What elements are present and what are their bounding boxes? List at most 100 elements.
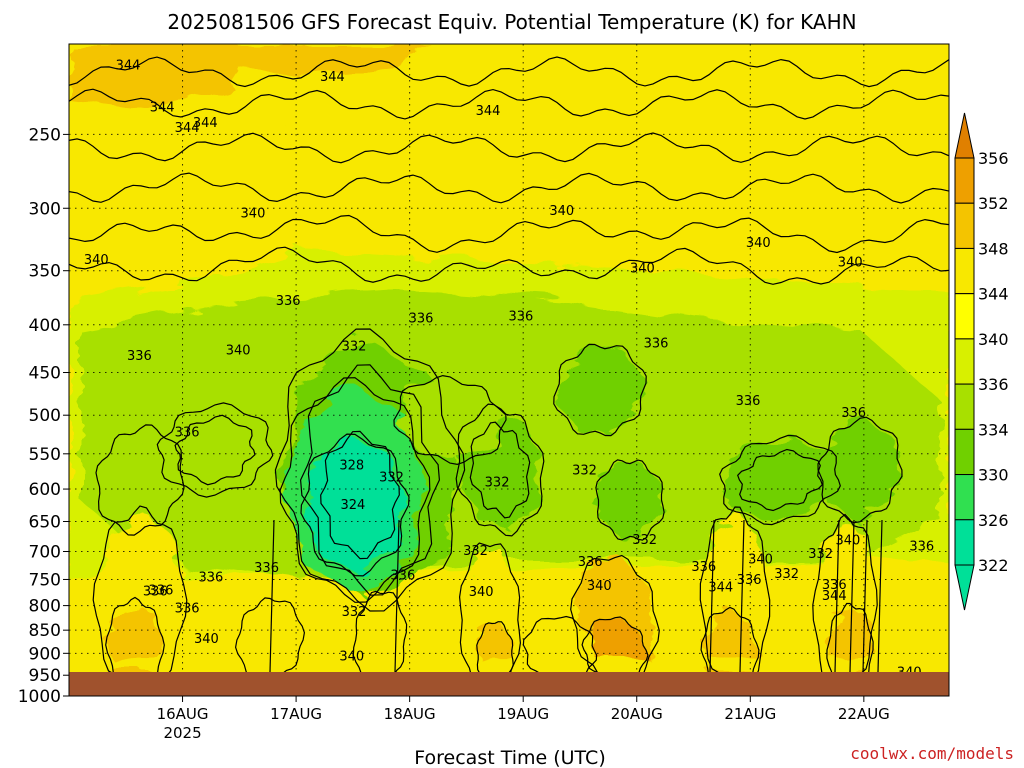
contour-label: 336	[822, 578, 847, 593]
contour-label: 328	[339, 458, 364, 473]
contour-label: 336	[736, 394, 761, 409]
contour-label: 336	[691, 560, 716, 575]
svg-text:344: 344	[708, 580, 733, 595]
svg-text:332: 332	[774, 567, 799, 582]
svg-text:340: 340	[226, 343, 251, 358]
colorbar-label: 326	[978, 511, 1009, 530]
contour-label: 340	[84, 253, 109, 268]
contour-label: 336	[390, 569, 415, 584]
y-tick-label: 500	[29, 406, 61, 426]
svg-text:336: 336	[276, 294, 301, 309]
colorbar-swatch	[954, 157, 975, 204]
svg-text:344: 344	[822, 589, 847, 604]
svg-text:340: 340	[746, 236, 771, 251]
svg-text:324: 324	[340, 498, 365, 513]
svg-text:332: 332	[572, 463, 597, 478]
chart-title: 2025081506 GFS Forecast Equiv. Potential…	[167, 10, 856, 34]
x-tick-label: 19AUG	[497, 705, 549, 723]
svg-text:336: 336	[390, 569, 415, 584]
svg-text:340: 340	[587, 579, 612, 594]
colorbar-label: 348	[978, 239, 1009, 258]
svg-text:336: 336	[691, 560, 716, 575]
contour-label: 340	[194, 632, 219, 647]
svg-text:336: 336	[822, 578, 847, 593]
svg-text:340: 340	[84, 253, 109, 268]
svg-text:344: 344	[193, 116, 218, 131]
colorbar-top-arrow	[954, 112, 975, 159]
y-tick-label: 550	[29, 445, 61, 465]
y-tick-label: 900	[29, 644, 61, 664]
y-tick-label: 1000	[18, 687, 61, 707]
contour-label: 336	[175, 426, 200, 441]
x-tick-label: 21AUG	[724, 705, 776, 723]
contour-label: 344	[708, 580, 733, 595]
contour-label: 336	[909, 539, 934, 554]
svg-text:340: 340	[469, 585, 494, 600]
svg-text:344: 344	[320, 70, 345, 85]
svg-text:336: 336	[578, 555, 603, 570]
colorbar-swatch	[954, 474, 975, 521]
credit-text: coolwx.com/models	[850, 744, 1014, 763]
svg-text:336: 336	[175, 602, 200, 617]
contour-label: 336	[409, 312, 434, 327]
x-tick-label: 22AUG	[838, 705, 890, 723]
colorbar-swatch	[954, 383, 975, 430]
svg-text:336: 336	[736, 394, 761, 409]
contour-label: 332	[379, 470, 404, 485]
contour-label: 340	[748, 553, 773, 568]
contour-label: 344	[116, 59, 141, 74]
contour-label: 336	[841, 406, 866, 421]
y-tick-label: 950	[29, 666, 61, 686]
x-tick-label: 16AUG	[157, 705, 209, 723]
svg-text:336: 336	[409, 312, 434, 327]
y-tick-label: 400	[29, 316, 61, 336]
y-tick-label: 300	[29, 199, 61, 219]
contour-label: 336	[644, 337, 669, 352]
contour-label: 336	[143, 585, 168, 600]
y-tick-label: 600	[29, 480, 61, 500]
svg-text:336: 336	[737, 573, 762, 588]
colorbar-swatch	[954, 428, 975, 476]
colorbar-swatch	[954, 202, 975, 249]
svg-text:340: 340	[838, 256, 863, 271]
y-tick-label: 800	[29, 597, 61, 617]
svg-text:328: 328	[339, 458, 364, 473]
contour-label: 336	[199, 570, 224, 585]
x-tick-label: 20AUG	[611, 705, 663, 723]
contour-label: 336	[737, 573, 762, 588]
svg-text:332: 332	[379, 470, 404, 485]
svg-text:344: 344	[150, 101, 175, 116]
svg-text:336: 336	[149, 584, 174, 599]
contour-label: 344	[150, 101, 175, 116]
contour-label: 332	[342, 339, 367, 354]
y-tick-label: 450	[29, 364, 61, 384]
contour-label: 340	[339, 649, 364, 664]
x-tick-label: 17AUG	[270, 705, 322, 723]
svg-text:336: 336	[199, 570, 224, 585]
svg-text:344: 344	[175, 121, 200, 136]
svg-text:332: 332	[485, 475, 510, 490]
contour-label: 332	[774, 567, 799, 582]
contour-label: 336	[149, 584, 174, 599]
plot-frame	[68, 43, 950, 697]
colorbar-label: 352	[978, 194, 1009, 213]
contour-label: 332	[485, 475, 510, 490]
x-tick-sublabel: 2025	[163, 724, 201, 742]
x-tick-label: 18AUG	[384, 705, 436, 723]
contour-label: 336	[254, 561, 279, 576]
contour-label: 340	[838, 256, 863, 271]
svg-text:336: 336	[909, 539, 934, 554]
contour-label: 336	[578, 555, 603, 570]
contour-label: 336	[175, 602, 200, 617]
svg-text:332: 332	[342, 605, 367, 620]
contour-label: 340	[469, 585, 494, 600]
svg-text:332: 332	[342, 339, 367, 354]
svg-text:332: 332	[463, 544, 488, 559]
ground-layer	[69, 672, 949, 696]
contour-label: 340	[241, 207, 266, 222]
svg-text:336: 336	[143, 585, 168, 600]
colorbar-bottom-arrow	[954, 564, 975, 611]
svg-text:340: 340	[836, 533, 861, 548]
svg-text:340: 340	[630, 261, 655, 276]
